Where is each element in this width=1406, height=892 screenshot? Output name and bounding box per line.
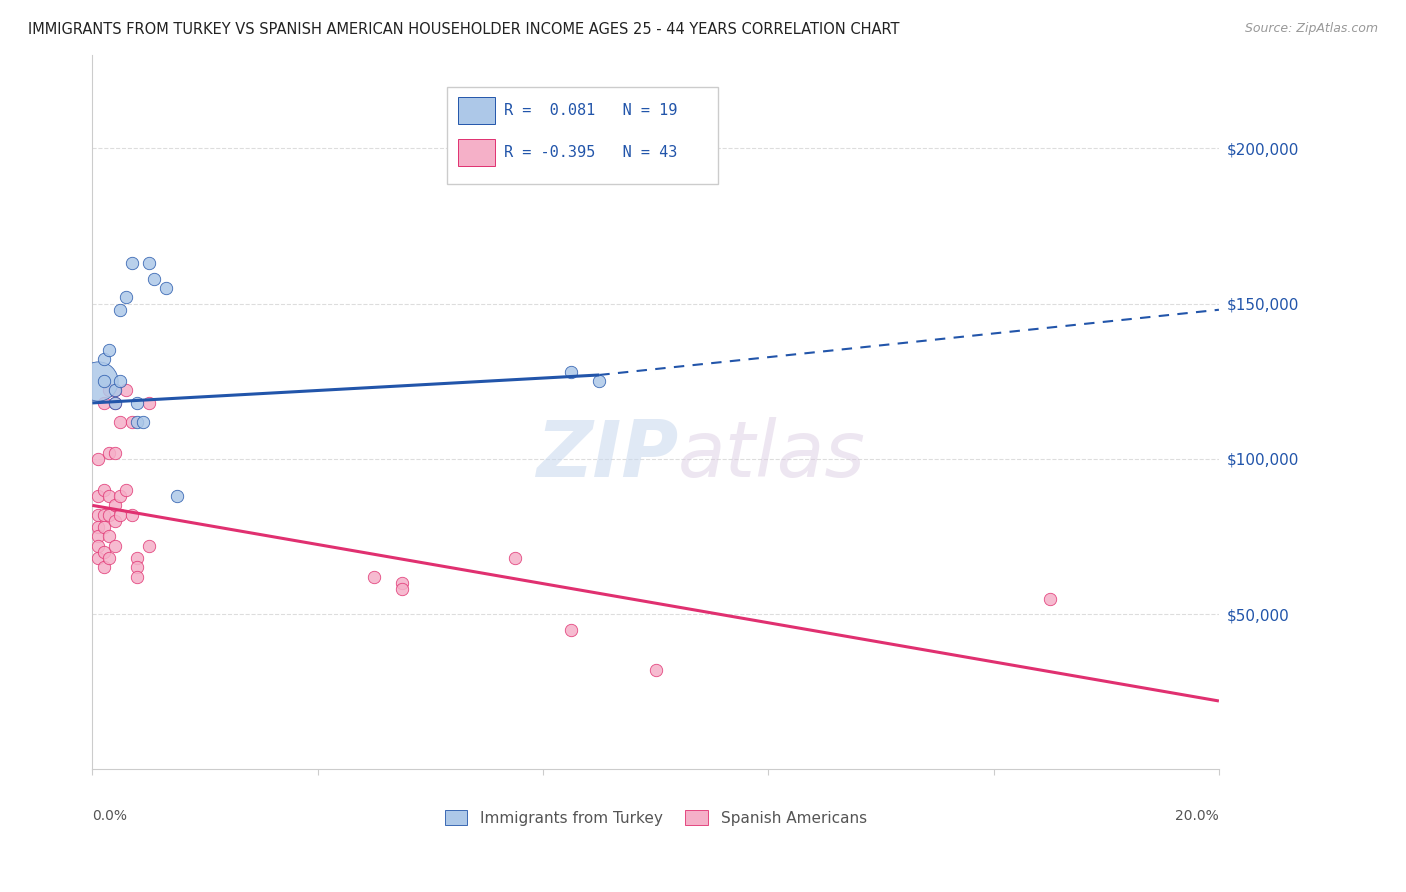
Point xyxy=(143,271,166,285)
Point xyxy=(87,551,110,566)
Point xyxy=(127,415,149,429)
Text: Source: ZipAtlas.com: Source: ZipAtlas.com xyxy=(1244,22,1378,36)
Point xyxy=(115,483,138,497)
Point xyxy=(104,539,127,553)
Point xyxy=(93,483,115,497)
Text: R = -0.395   N = 43: R = -0.395 N = 43 xyxy=(503,145,676,160)
Point xyxy=(560,623,582,637)
Point xyxy=(560,365,582,379)
Point xyxy=(127,396,149,410)
Point xyxy=(110,302,132,317)
Point xyxy=(104,445,127,459)
Point xyxy=(127,570,149,584)
Point xyxy=(391,576,413,591)
Point xyxy=(115,384,138,398)
Point xyxy=(87,539,110,553)
Point xyxy=(110,415,132,429)
FancyBboxPatch shape xyxy=(458,97,495,124)
Point xyxy=(104,514,127,528)
Point xyxy=(98,445,121,459)
Text: atlas: atlas xyxy=(678,417,866,493)
Point xyxy=(104,396,127,410)
Point xyxy=(93,520,115,534)
Point xyxy=(127,551,149,566)
Point xyxy=(93,508,115,522)
Point xyxy=(98,489,121,503)
Point xyxy=(132,415,155,429)
Point xyxy=(115,290,138,304)
Point xyxy=(98,343,121,358)
Point xyxy=(93,396,115,410)
Point xyxy=(87,489,110,503)
Point xyxy=(588,374,610,388)
FancyBboxPatch shape xyxy=(458,138,495,166)
Point xyxy=(93,545,115,559)
Text: 0.0%: 0.0% xyxy=(93,808,128,822)
Point xyxy=(87,508,110,522)
Point xyxy=(87,520,110,534)
Point xyxy=(391,582,413,597)
Point xyxy=(98,384,121,398)
Point xyxy=(644,663,666,677)
Point xyxy=(138,396,160,410)
Point xyxy=(98,551,121,566)
Point xyxy=(363,570,385,584)
Point xyxy=(503,551,526,566)
Text: R =  0.081   N = 19: R = 0.081 N = 19 xyxy=(503,103,676,119)
Point xyxy=(110,508,132,522)
Point xyxy=(98,529,121,543)
Legend: Immigrants from Turkey, Spanish Americans: Immigrants from Turkey, Spanish American… xyxy=(444,811,866,826)
Point xyxy=(127,560,149,574)
Point xyxy=(138,256,160,270)
Point xyxy=(155,281,177,295)
Point xyxy=(166,489,188,503)
Text: ZIP: ZIP xyxy=(536,417,678,493)
Point xyxy=(93,374,115,388)
Point xyxy=(104,499,127,513)
Point xyxy=(93,560,115,574)
Point xyxy=(138,539,160,553)
Point xyxy=(110,374,132,388)
Point xyxy=(87,374,110,388)
Point xyxy=(1039,591,1062,606)
Text: IMMIGRANTS FROM TURKEY VS SPANISH AMERICAN HOUSEHOLDER INCOME AGES 25 - 44 YEARS: IMMIGRANTS FROM TURKEY VS SPANISH AMERIC… xyxy=(28,22,900,37)
Point xyxy=(104,384,127,398)
Point xyxy=(93,352,115,367)
Point xyxy=(121,508,143,522)
Point xyxy=(87,451,110,466)
FancyBboxPatch shape xyxy=(447,87,717,184)
Point xyxy=(104,384,127,398)
Point xyxy=(104,396,127,410)
Point xyxy=(110,489,132,503)
Point xyxy=(121,415,143,429)
Point xyxy=(121,256,143,270)
Point xyxy=(98,508,121,522)
Text: 20.0%: 20.0% xyxy=(1175,808,1219,822)
Point xyxy=(87,529,110,543)
